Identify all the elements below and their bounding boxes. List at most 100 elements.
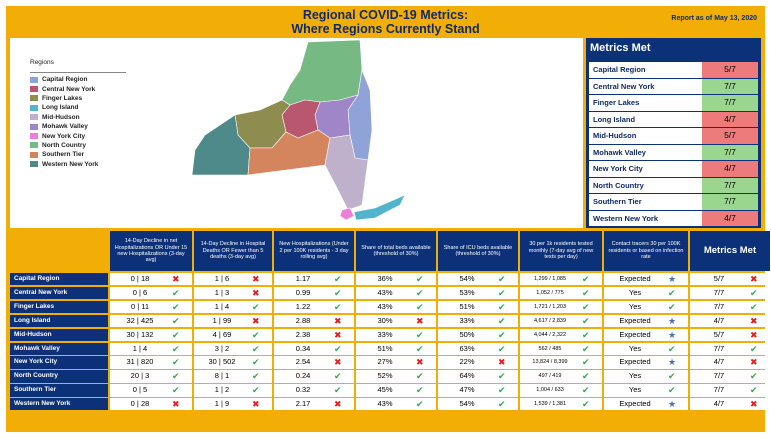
check-icon: ✔ xyxy=(416,287,424,298)
map-region-long-island[interactable] xyxy=(353,194,406,221)
cell-value: 43% xyxy=(377,399,393,409)
table-cell: 1,004 / 633 ✔ xyxy=(520,384,602,397)
table-cell: 45% ✔ xyxy=(356,384,436,397)
table-cell: 32 | 425 ✔ xyxy=(110,314,192,328)
cell-value: 0 | 28 xyxy=(130,399,150,409)
cell-value: 0.32 xyxy=(295,385,311,395)
table-cell: 7/7 ✔ xyxy=(690,342,770,355)
metrics-met-row: Mohawk Valley 7/7 xyxy=(589,144,758,160)
check-icon: ✔ xyxy=(334,287,342,298)
metrics-met-row: Long Island 4/7 xyxy=(589,111,758,127)
check-icon: ✔ xyxy=(416,329,424,340)
table-cell: 2.88 ✖ xyxy=(274,314,354,328)
cell-value: 2.88 xyxy=(295,315,311,325)
cell-value: 1,004 / 633 xyxy=(536,387,564,394)
legend-item: Mid-Hudson xyxy=(30,113,130,122)
table-cell: 43% ✔ xyxy=(356,286,436,300)
check-icon: ✔ xyxy=(172,357,180,368)
map-region-north-country[interactable] xyxy=(281,40,363,106)
table-row: New York City 31 | 820 ✔ 30 | 502 ✔ 2.54 ✖ 27% ✖… xyxy=(10,356,770,369)
cell-value: 562 / 485 xyxy=(538,345,562,352)
table-cell: 4,044 / 2,322 ✔ xyxy=(520,328,602,341)
check-icon: ✔ xyxy=(252,343,260,354)
table-cell: 51% ✔ xyxy=(438,300,518,314)
table-cell: 1.22 ✔ xyxy=(274,300,354,314)
cell-value: 51% xyxy=(377,343,393,353)
check-icon: ✔ xyxy=(416,343,424,354)
table-cell: 47% ✔ xyxy=(438,384,518,397)
cross-icon: ✖ xyxy=(172,399,180,410)
table-cell: Expected ★ xyxy=(604,314,688,328)
check-icon: ✔ xyxy=(582,399,590,410)
table-cell: 1 | 3 ✖ xyxy=(194,286,272,300)
cell-value: 43% xyxy=(377,301,393,311)
table-cell: 1 | 6 ✖ xyxy=(194,273,272,286)
legend-swatch xyxy=(30,104,38,111)
cell-value: Expected xyxy=(619,329,651,339)
table-cell: 54% ✔ xyxy=(438,398,518,411)
table-cell: 36% ✔ xyxy=(356,273,436,286)
table-header: 14-Day Decline in net Hospitalizations O… xyxy=(110,231,192,271)
table-cell: 2.17 ✖ xyxy=(274,398,354,411)
cell-value: 0 | 5 xyxy=(132,385,148,395)
legend-swatch xyxy=(30,95,38,102)
table-row: North Country 20 | 3 ✔ 8 | 1 ✔ 0.24 ✔ 52% ✔ 64% ✔ 4… xyxy=(10,370,770,383)
cell-value: 4,617 / 2,839 xyxy=(533,317,567,324)
check-icon: ✔ xyxy=(582,357,590,368)
legend-label: Capital Region xyxy=(42,76,88,84)
legend-swatch xyxy=(30,133,38,140)
check-icon: ✔ xyxy=(582,301,590,312)
cell-value: Yes xyxy=(628,385,642,395)
row-region-name: Central New York xyxy=(10,286,108,300)
check-icon: ✔ xyxy=(582,287,590,298)
cell-value: 4,044 / 2,322 xyxy=(533,331,567,338)
metrics-met-score: 4/7 xyxy=(702,210,758,226)
table-row: Long Island 32 | 425 ✔ 1 | 99 ✖ 2.88 ✖ 30% ✖ 33% ✔… xyxy=(10,314,770,328)
table-cell: 1 | 2 ✔ xyxy=(194,384,272,397)
check-icon: ✔ xyxy=(172,385,180,396)
star-icon: ★ xyxy=(668,357,677,368)
table-cell: 33% ✔ xyxy=(438,314,518,328)
cell-value: 43% xyxy=(377,287,393,297)
legend-item: Central New York xyxy=(30,84,130,93)
check-icon: ✔ xyxy=(750,343,758,354)
cell-value: 20 | 3 xyxy=(130,371,150,381)
table-cell: 0.34 ✔ xyxy=(274,342,354,355)
table-cell: 50% ✔ xyxy=(438,328,518,341)
cell-value: 1 | 9 xyxy=(214,399,230,409)
metrics-met-score: 4/7 xyxy=(702,111,758,127)
check-icon: ✔ xyxy=(750,371,758,382)
metrics-met-region: Capital Region xyxy=(593,65,646,74)
metrics-met-region: Mid-Hudson xyxy=(593,131,637,140)
map-region-mid-hudson[interactable] xyxy=(324,134,369,211)
cell-value: 2.38 xyxy=(295,329,311,339)
metrics-met-region: North Country xyxy=(593,180,644,190)
check-icon: ✔ xyxy=(252,385,260,396)
cell-value: 50% xyxy=(459,329,475,339)
cell-value: 64% xyxy=(459,371,475,381)
table-cell: 4/7 ✖ xyxy=(690,356,770,369)
row-region-name: Western New York xyxy=(10,398,108,411)
check-icon: ✔ xyxy=(172,343,180,354)
table-cell: 0 | 5 ✔ xyxy=(110,384,192,397)
map-region-southern-tier[interactable] xyxy=(247,129,331,176)
cell-value: 54% xyxy=(459,274,475,283)
cross-icon: ✖ xyxy=(252,315,260,326)
table-cell: 53% ✔ xyxy=(438,286,518,300)
cell-value: 54% xyxy=(459,399,475,409)
cell-value: 1 | 4 xyxy=(132,343,148,353)
table-cell: Yes ✔ xyxy=(604,342,688,355)
cell-value: 1,299 / 1,085 xyxy=(533,276,567,282)
cell-value: 0.24 xyxy=(295,371,311,381)
cell-value: Yes xyxy=(628,287,642,297)
check-icon: ✔ xyxy=(750,385,758,396)
check-icon: ✔ xyxy=(498,371,506,382)
metrics-met-score: 5/7 xyxy=(702,62,758,78)
check-icon: ✔ xyxy=(668,385,676,396)
metrics-met-row: Capital Region 5/7 xyxy=(589,62,758,78)
cell-value: 32 | 425 xyxy=(126,315,154,325)
metrics-met-row: Mid-Hudson 5/7 xyxy=(589,128,758,144)
map-region-new-york-city[interactable] xyxy=(339,207,355,221)
cell-value: Yes xyxy=(628,301,642,311)
metrics-met-region: Finger Lakes xyxy=(593,98,640,107)
